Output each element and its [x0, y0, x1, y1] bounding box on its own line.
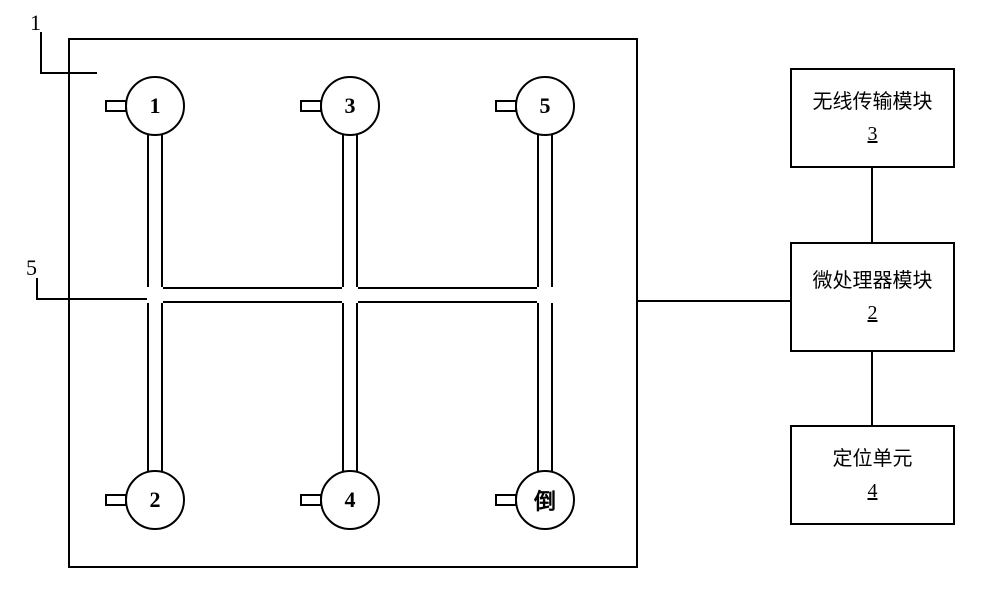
module-gps-label: 定位单元	[833, 443, 913, 475]
gear-2-label: 2	[150, 487, 161, 513]
sensor-tab-r	[495, 494, 517, 506]
callout-1-seg1	[40, 32, 42, 72]
sensor-tab-2	[105, 494, 127, 506]
gear-1-label: 1	[150, 93, 161, 119]
sensor-tab-5	[495, 100, 517, 112]
track-v-3	[537, 134, 553, 472]
callout-1-seg2	[40, 72, 97, 74]
module-mpu-num: 2	[868, 297, 878, 329]
gear-4: 4	[320, 470, 380, 530]
gear-4-label: 4	[345, 487, 356, 513]
track-cross-3	[537, 287, 553, 303]
module-gps: 定位单元 4	[790, 425, 955, 525]
module-mpu: 微处理器模块 2	[790, 242, 955, 352]
track-v-1	[147, 134, 163, 472]
sensor-tab-1	[105, 100, 127, 112]
callout-5-seg2	[36, 298, 151, 300]
gear-5: 5	[515, 76, 575, 136]
track-cross-2	[342, 287, 358, 303]
module-mpu-label: 微处理器模块	[813, 265, 933, 297]
track-v-2	[342, 134, 358, 472]
module-wireless: 无线传输模块 3	[790, 68, 955, 168]
gear-5-label: 5	[540, 93, 551, 119]
sensor-tab-3	[300, 100, 322, 112]
connector-panel-mpu	[638, 300, 790, 302]
track-cross-1	[147, 287, 163, 303]
gear-3: 3	[320, 76, 380, 136]
connector-mpu-gps	[871, 352, 873, 425]
module-wireless-num: 3	[868, 118, 878, 150]
gear-r-label: 倒	[534, 484, 556, 516]
gear-2: 2	[125, 470, 185, 530]
gear-1: 1	[125, 76, 185, 136]
gear-3-label: 3	[345, 93, 356, 119]
diagram-canvas: 1 3 5 2 4 倒 无线传输模块 3 微处理器模块 2 定位单元 4 1 5	[0, 0, 1000, 598]
module-gps-num: 4	[868, 475, 878, 507]
connector-mpu-wifi	[871, 168, 873, 242]
callout-5-seg1	[36, 278, 38, 300]
module-wireless-label: 无线传输模块	[813, 86, 933, 118]
sensor-tab-4	[300, 494, 322, 506]
gear-r: 倒	[515, 470, 575, 530]
